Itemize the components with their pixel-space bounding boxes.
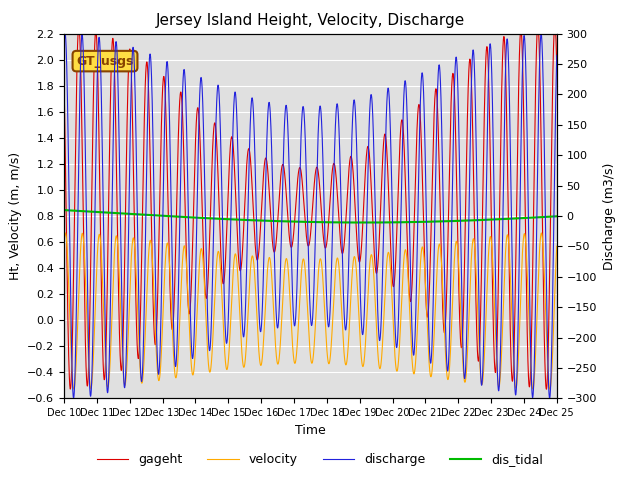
velocity: [546, 386, 554, 392]
Line: gageht: gageht: [64, 24, 557, 389]
discharge: [358, 329, 366, 335]
velocity: [553, 246, 561, 252]
X-axis label: Time: Time: [295, 424, 326, 437]
gageht: [543, 386, 550, 392]
dis_tidal: [367, 220, 374, 226]
Title: Jersey Island Height, Velocity, Discharge: Jersey Island Height, Velocity, Discharg…: [156, 13, 465, 28]
velocity: [367, 253, 374, 259]
velocity: [553, 243, 561, 249]
velocity: [358, 361, 366, 367]
gageht: [358, 237, 366, 242]
discharge: [506, 133, 514, 139]
discharge: [60, 45, 68, 51]
dis_tidal: [553, 214, 561, 219]
gageht: [553, 66, 561, 72]
Legend: gageht, velocity, discharge, dis_tidal: gageht, velocity, discharge, dis_tidal: [92, 448, 548, 471]
dis_tidal: [506, 216, 514, 222]
velocity: [198, 246, 205, 252]
gageht: [553, 60, 561, 66]
dis_tidal: [358, 220, 366, 226]
dis_tidal: [360, 220, 368, 226]
gageht: [198, 187, 205, 192]
Line: velocity: velocity: [64, 233, 557, 389]
Line: discharge: discharge: [64, 34, 557, 398]
discharge: [553, 52, 561, 58]
dis_tidal: [198, 215, 205, 221]
discharge: [198, 79, 205, 84]
gageht: [166, 269, 173, 275]
velocity: [60, 240, 68, 245]
discharge: [367, 93, 374, 99]
dis_tidal: [553, 214, 561, 219]
Y-axis label: Discharge (m3/s): Discharge (m3/s): [603, 162, 616, 270]
Y-axis label: Ht, Velocity (m, m/s): Ht, Velocity (m, m/s): [8, 152, 22, 280]
discharge: [553, 57, 561, 63]
discharge: [61, 31, 69, 36]
velocity: [166, 264, 173, 270]
discharge: [546, 396, 554, 401]
discharge: [166, 126, 173, 132]
dis_tidal: [60, 207, 68, 213]
Text: GT_usgs: GT_usgs: [76, 55, 134, 68]
gageht: [367, 170, 374, 176]
gageht: [60, 77, 68, 83]
gageht: [551, 22, 559, 27]
Line: dis_tidal: dis_tidal: [64, 210, 557, 223]
gageht: [506, 313, 514, 319]
velocity: [506, 267, 514, 273]
dis_tidal: [166, 213, 173, 219]
velocity: [61, 230, 69, 236]
